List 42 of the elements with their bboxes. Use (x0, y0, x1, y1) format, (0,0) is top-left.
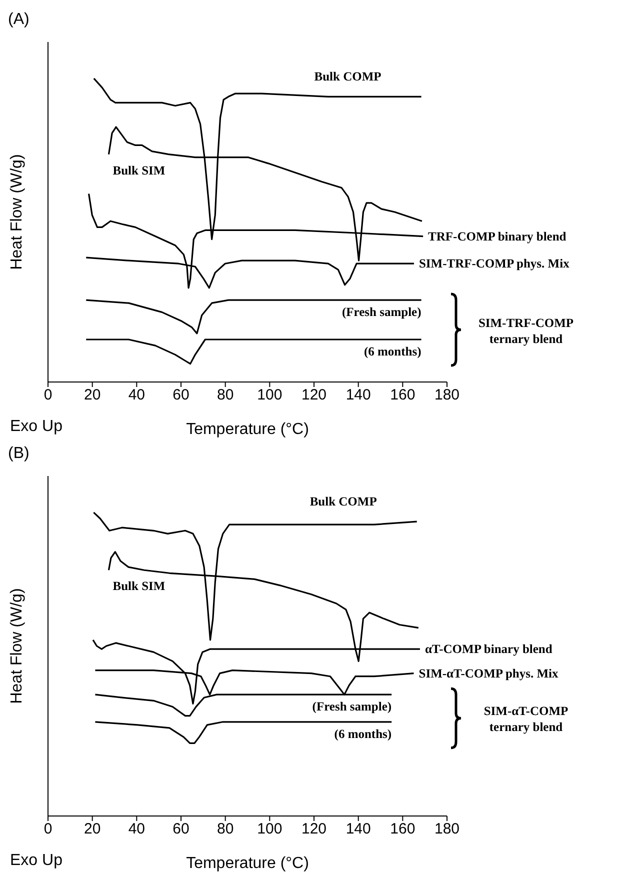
x-tick-label: 100 (257, 386, 282, 404)
series-label: SIM-TRF-COMP phys. Mix (418, 256, 570, 271)
series-label: αT-COMP binary blend (424, 642, 552, 656)
series-label: (6 months) (334, 726, 392, 741)
x-tick-label: 120 (301, 386, 327, 404)
x-tick-label: 40 (128, 386, 146, 404)
x-tick-label: 120 (301, 820, 327, 838)
x-tick-label: 60 (172, 820, 190, 838)
series-label: Bulk COMP (314, 70, 382, 84)
series-label: Bulk COMP (310, 494, 378, 509)
x-tick-label: 160 (390, 820, 416, 838)
x-tick-label: 20 (84, 820, 101, 838)
chart-title: (A) (8, 10, 30, 30)
series-label: Bulk SIM (112, 579, 166, 594)
y-axis-title: Heat Flow (W/g) (8, 588, 26, 704)
x-tick-label: 140 (346, 386, 371, 404)
x-axis-title: Temperature (°C) (186, 855, 309, 872)
x-tick-label: 0 (44, 386, 52, 404)
series-label: (6 months) (364, 344, 422, 358)
series-label: (Fresh sample) (342, 305, 422, 320)
x-axis-title: Temperature (°C) (186, 421, 309, 438)
series-label: SIM-αT-COMP phys. Mix (418, 666, 560, 680)
x-tick-label: 180 (434, 386, 460, 404)
text: SIM-αT-COMP ternary blend (484, 704, 569, 734)
x-tick-label: 60 (172, 386, 190, 404)
text: Exo Up (10, 418, 62, 436)
text: Exo Up (10, 852, 62, 870)
series-label: TRF-COMP binary blend (428, 229, 566, 244)
x-tick-label: 0 (44, 820, 52, 838)
x-tick-label: 80 (216, 386, 234, 404)
x-tick-label: 100 (257, 820, 282, 838)
y-axis-title: Heat Flow (W/g) (8, 154, 26, 270)
series-label: Bulk SIM (112, 163, 166, 178)
chart-title: (B) (8, 444, 30, 464)
x-tick-label: 140 (346, 820, 371, 838)
x-tick-label: 160 (390, 386, 416, 404)
x-tick-label: 80 (216, 820, 234, 838)
x-tick-label: 40 (128, 820, 146, 838)
text: SIM-TRF-COMP ternary blend (478, 316, 574, 346)
series-label: (Fresh sample) (312, 700, 392, 714)
x-tick-label: 20 (84, 386, 101, 404)
x-tick-label: 180 (434, 820, 460, 838)
